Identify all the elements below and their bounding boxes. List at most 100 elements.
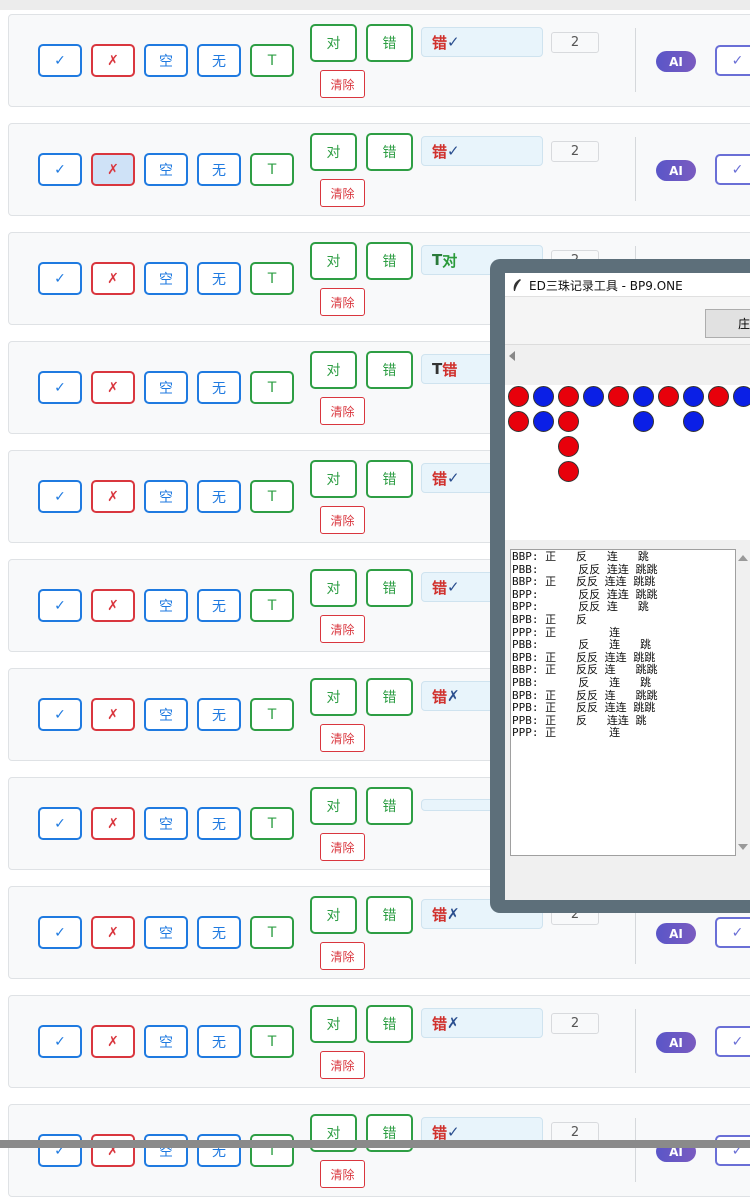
mark-button[interactable]: 无 (197, 1134, 241, 1167)
clear-button[interactable]: 清除 (320, 179, 365, 207)
ai-mark-button[interactable]: ✓ (715, 154, 750, 185)
mark-button[interactable]: 空 (144, 589, 188, 622)
mark-button[interactable]: 无 (197, 916, 241, 949)
mark-button[interactable]: 无 (197, 1025, 241, 1058)
mark-button[interactable]: T (250, 44, 294, 77)
mark-button[interactable]: ✓ (38, 698, 82, 731)
mark-button[interactable]: 无 (197, 807, 241, 840)
bead (683, 386, 704, 407)
wrong-button[interactable]: 错 (366, 1005, 413, 1043)
correct-button[interactable]: 对 (310, 460, 357, 498)
mark-button[interactable]: ✗ (91, 807, 135, 840)
ai-badge[interactable]: AI (656, 1032, 696, 1053)
mark-button[interactable]: 空 (144, 371, 188, 404)
mark-button[interactable]: ✗ (91, 1025, 135, 1058)
ai-badge[interactable]: AI (656, 160, 696, 181)
mark-button[interactable]: 空 (144, 916, 188, 949)
correct-button[interactable]: 对 (310, 242, 357, 280)
clear-button[interactable]: 清除 (320, 397, 365, 425)
mark-button[interactable]: 空 (144, 480, 188, 513)
clear-button[interactable]: 清除 (320, 1160, 365, 1188)
mark-button[interactable]: T (250, 1134, 294, 1167)
mark-button[interactable]: ✗ (91, 262, 135, 295)
clear-button[interactable]: 清除 (320, 288, 365, 316)
wrong-button[interactable]: 错 (366, 678, 413, 716)
ai-badge[interactable]: AI (656, 51, 696, 72)
mark-button[interactable]: ✓ (38, 480, 82, 513)
mark-button[interactable]: 空 (144, 1025, 188, 1058)
mark-button[interactable]: 无 (197, 371, 241, 404)
mark-button[interactable]: ✓ (38, 262, 82, 295)
mark-button[interactable]: ✓ (38, 589, 82, 622)
banker-button[interactable]: 庄 (705, 309, 750, 338)
clear-button[interactable]: 清除 (320, 1051, 365, 1079)
wrong-button[interactable]: 错 (366, 242, 413, 280)
clear-button[interactable]: 清除 (320, 506, 365, 534)
clear-button[interactable]: 清除 (320, 942, 365, 970)
mark-button[interactable]: 无 (197, 698, 241, 731)
mark-button[interactable]: ✗ (91, 698, 135, 731)
mark-button[interactable]: ✓ (38, 153, 82, 186)
mark-button[interactable]: 无 (197, 589, 241, 622)
clear-button[interactable]: 清除 (320, 70, 365, 98)
mark-button[interactable]: 无 (197, 480, 241, 513)
clear-button[interactable]: 清除 (320, 724, 365, 752)
clear-button[interactable]: 清除 (320, 615, 365, 643)
mark-button[interactable]: ✓ (38, 44, 82, 77)
wrong-button[interactable]: 错 (366, 896, 413, 934)
correct-button[interactable]: 对 (310, 678, 357, 716)
ai-mark-button[interactable]: ✓ (715, 917, 750, 948)
correct-button[interactable]: 对 (310, 351, 357, 389)
wrong-button[interactable]: 错 (366, 460, 413, 498)
correct-button[interactable]: 对 (310, 24, 357, 62)
clear-button[interactable]: 清除 (320, 833, 365, 861)
ai-badge[interactable]: AI (656, 923, 696, 944)
mark-button[interactable]: 无 (197, 44, 241, 77)
correct-button[interactable]: 对 (310, 1005, 357, 1043)
mark-button[interactable]: 空 (144, 807, 188, 840)
mark-button[interactable]: ✓ (38, 807, 82, 840)
mark-button[interactable]: 无 (197, 262, 241, 295)
mark-button[interactable]: ✗ (91, 480, 135, 513)
wrong-button[interactable]: 错 (366, 351, 413, 389)
mark-button[interactable]: 无 (197, 153, 241, 186)
scroll-down[interactable] (738, 843, 748, 851)
mark-button[interactable]: T (250, 153, 294, 186)
mark-button[interactable]: T (250, 262, 294, 295)
ai-mark-button[interactable]: ✓ (715, 1026, 750, 1057)
mark-button[interactable]: T (250, 1025, 294, 1058)
wrong-button[interactable]: 错 (366, 787, 413, 825)
mark-button[interactable]: T (250, 480, 294, 513)
correct-button[interactable]: 对 (310, 569, 357, 607)
correct-button[interactable]: 对 (310, 133, 357, 171)
wrong-button[interactable]: 错 (366, 24, 413, 62)
mark-button[interactable]: 空 (144, 1134, 188, 1167)
mark-button[interactable]: 空 (144, 698, 188, 731)
mark-button[interactable]: ✗ (91, 1134, 135, 1167)
wrong-button[interactable]: 错 (366, 569, 413, 607)
correct-button[interactable]: 对 (310, 896, 357, 934)
log-line: BPP: 反反 连连 跳跳 (512, 587, 658, 601)
mark-button[interactable]: ✗ (91, 153, 135, 186)
mark-button[interactable]: 空 (144, 262, 188, 295)
mark-button[interactable]: T (250, 589, 294, 622)
mark-button[interactable]: T (250, 698, 294, 731)
mark-button[interactable]: ✗ (91, 589, 135, 622)
mark-button[interactable]: T (250, 807, 294, 840)
wrong-button[interactable]: 错 (366, 133, 413, 171)
scroll-up[interactable] (738, 554, 748, 562)
mark-button[interactable]: ✓ (38, 371, 82, 404)
mark-button[interactable]: 空 (144, 153, 188, 186)
mark-button[interactable]: ✓ (38, 1025, 82, 1058)
mark-button[interactable]: ✗ (91, 916, 135, 949)
mark-button[interactable]: ✓ (38, 1134, 82, 1167)
correct-button[interactable]: 对 (310, 787, 357, 825)
ai-mark-button[interactable]: ✓ (715, 45, 750, 76)
mark-button[interactable]: ✗ (91, 371, 135, 404)
scroll-left[interactable] (508, 351, 516, 361)
mark-button[interactable]: ✗ (91, 44, 135, 77)
mark-button[interactable]: 空 (144, 44, 188, 77)
mark-button[interactable]: T (250, 371, 294, 404)
mark-button[interactable]: T (250, 916, 294, 949)
mark-button[interactable]: ✓ (38, 916, 82, 949)
